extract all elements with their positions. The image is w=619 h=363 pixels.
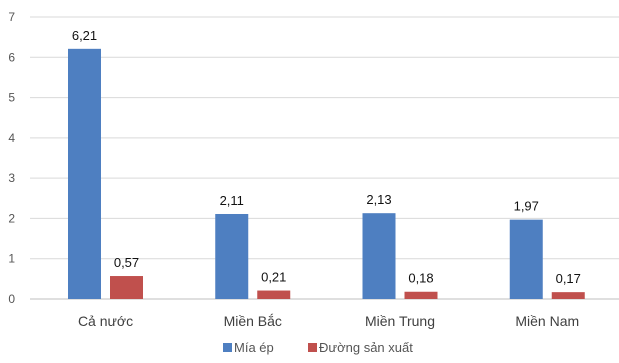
bar-mia-ep — [68, 48, 101, 299]
x-category-label: Miền Trung — [365, 313, 435, 329]
y-tick-label: 5 — [8, 91, 15, 105]
y-tick-label: 0 — [8, 292, 15, 306]
x-category-label: Miền Nam — [515, 313, 579, 329]
legend-swatch — [308, 343, 317, 352]
data-label: 2,13 — [366, 192, 391, 207]
bar-mia-ep — [215, 213, 249, 299]
y-tick-label: 2 — [8, 211, 15, 225]
y-tick-label: 4 — [8, 131, 15, 145]
bar-mia-ep — [509, 219, 543, 299]
x-category-label: Cả nước — [78, 313, 133, 329]
bar-duong-san-xuat — [257, 290, 291, 299]
x-category-label: Miền Bắc — [224, 313, 282, 329]
y-tick-label: 1 — [8, 252, 15, 266]
bar-duong-san-xuat — [110, 276, 143, 299]
data-label: 2,11 — [220, 193, 244, 208]
bar-mia-ep — [362, 213, 396, 299]
y-tick-label: 6 — [8, 50, 15, 64]
legend-label: Mía ép — [234, 340, 274, 355]
data-label: 0,57 — [114, 255, 139, 270]
data-label: 0,21 — [261, 270, 286, 285]
data-label: 0,17 — [556, 271, 581, 286]
legend-swatch — [223, 343, 232, 352]
y-tick-label: 7 — [8, 10, 15, 24]
y-tick-label: 3 — [8, 171, 15, 185]
bar-duong-san-xuat — [551, 292, 585, 299]
data-label: 6,21 — [72, 28, 97, 43]
bar-duong-san-xuat — [404, 291, 438, 299]
data-label: 0,18 — [408, 271, 433, 286]
data-label: 1,97 — [514, 199, 539, 214]
legend-label: Đường sản xuất — [319, 340, 413, 355]
